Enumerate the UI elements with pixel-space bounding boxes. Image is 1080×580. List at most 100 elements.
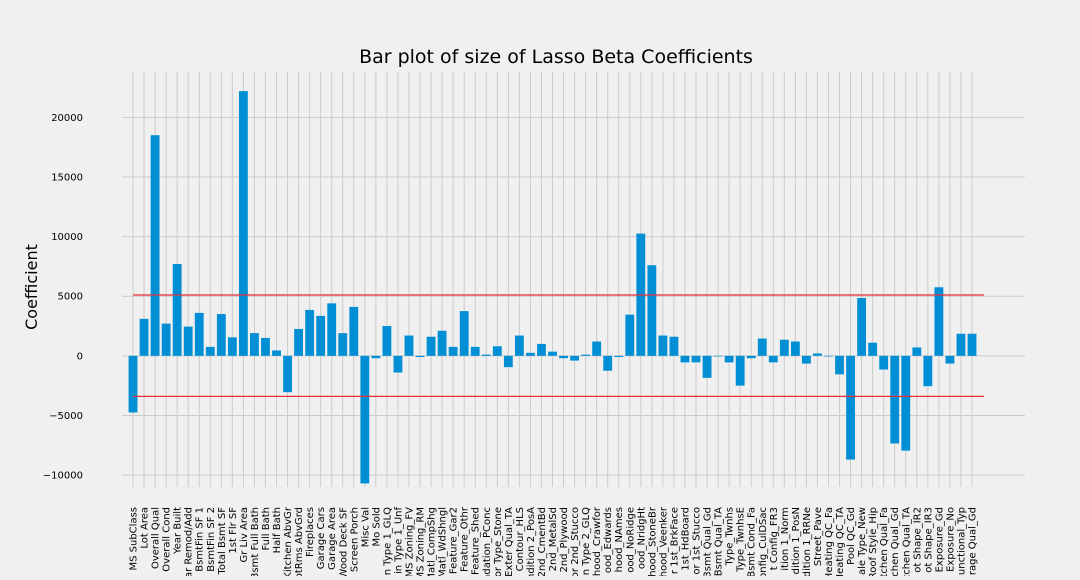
x-tick-label: Type_TwnhsE <box>736 507 747 573</box>
bar <box>305 309 315 356</box>
bar <box>746 355 756 359</box>
bar <box>492 346 502 356</box>
reference-lines <box>133 294 984 397</box>
x-tick-label: Garage Area <box>327 507 338 570</box>
bar <box>283 355 292 393</box>
x-tick-label: Total Bsmt SF <box>217 507 228 576</box>
bar <box>923 355 933 387</box>
bar <box>382 326 392 356</box>
bar <box>680 355 690 363</box>
x-tick-label: Type_Twnhs <box>725 507 736 567</box>
bar <box>526 352 535 356</box>
bar <box>294 328 304 356</box>
x-tick-label: hood_NAmes <box>614 507 625 572</box>
x-tick-label: Pool QC_Gd <box>846 507 857 565</box>
x-tick-label: MS Zoning_RM <box>416 507 427 576</box>
x-tick-label: onfig_CulDSac <box>758 507 769 576</box>
grid-layer <box>122 72 1025 487</box>
y-tick-label: −10000 <box>43 471 83 482</box>
bar <box>150 135 160 356</box>
bar <box>967 333 977 356</box>
x-tick-label: otRms AbvGrd <box>294 507 305 576</box>
x-tick-label: ition 1_Norm <box>780 507 791 571</box>
y-tick-label: 0 <box>77 351 83 362</box>
x-tick-label: BsmtFin SF 1 <box>195 507 206 572</box>
x-tick-label: Heating QC_TA <box>835 507 846 576</box>
bar <box>724 355 734 363</box>
x-tick-label: ood_NoRidge <box>625 507 636 573</box>
bar <box>448 346 458 356</box>
bar <box>205 346 215 356</box>
x-tick-label: Feature_Shed <box>471 507 482 575</box>
bar <box>669 336 679 356</box>
x-tick-label: r 1st_BrkFace <box>669 507 680 574</box>
bar <box>658 335 668 356</box>
x-tick-label: n Type 1_GLQ <box>382 507 393 575</box>
x-tick-label: or 2nd_Stucco <box>570 507 581 576</box>
bar <box>316 315 326 356</box>
x-tick-label: Matl_CompShg <box>427 507 438 576</box>
bar <box>956 333 966 356</box>
bar <box>128 355 138 413</box>
bar <box>824 355 833 357</box>
x-tick-label: rage Qual_Gd <box>968 507 979 575</box>
x-tick-label: Bsmt Full Bath <box>250 507 261 576</box>
bar <box>757 338 767 356</box>
x-tick-label: 2nd_MetalSd <box>548 507 559 571</box>
bar <box>514 335 524 356</box>
bar <box>890 355 900 444</box>
bar <box>393 355 403 373</box>
bar <box>250 333 259 356</box>
bar <box>481 354 491 356</box>
y-tick-labels: −10000 −5000 0 5000 10000 15000 20000 <box>43 113 83 482</box>
x-tick-labels: MS SubClass Lot Area Overall Qual Overall C… <box>129 506 979 580</box>
x-tick-label: t Config_FR3 <box>769 507 780 570</box>
bar <box>415 355 425 358</box>
bar <box>813 353 822 356</box>
bar <box>194 312 204 356</box>
x-tick-label: hood_Veenker <box>658 506 669 576</box>
y-tick-label: 5000 <box>58 292 83 303</box>
x-tick-label: dition 1_PosN <box>791 507 802 574</box>
bar <box>371 355 381 359</box>
bar <box>404 335 414 356</box>
y-axis-label: Coefficient <box>22 244 41 330</box>
y-tick-label: 15000 <box>51 172 83 183</box>
x-tick-label: tchen Qual_Fa <box>879 507 890 576</box>
x-tick-label: Misc Val <box>360 507 371 547</box>
bar <box>470 346 480 356</box>
bar <box>912 347 922 356</box>
x-tick-label: Contour_HLS <box>515 507 526 571</box>
x-tick-label: or Type_Stone <box>493 507 504 576</box>
bar <box>272 350 281 356</box>
x-tick-label: ale Type_New <box>857 507 868 575</box>
bar <box>901 355 911 451</box>
x-tick-label: 3smt Qual_Gd <box>703 507 714 576</box>
x-tick-label: Mo Sold <box>371 507 382 547</box>
x-tick-label: Gr Liv Area <box>239 507 250 563</box>
chart-title: Bar plot of size of Lasso Beta Coefficie… <box>359 46 753 68</box>
y-tick-label: 10000 <box>51 232 83 243</box>
x-tick-label: Heating QC_Fa <box>824 507 835 576</box>
bar <box>548 351 557 356</box>
x-tick-label: ndation_PConc <box>482 507 493 576</box>
bar <box>261 337 270 356</box>
bar <box>183 326 193 356</box>
x-tick-label: unctional_Typ <box>956 507 967 575</box>
bar <box>647 265 657 356</box>
bar <box>934 287 944 356</box>
x-tick-label: Half Bath <box>272 507 283 553</box>
bar <box>603 355 613 371</box>
x-tick-label: MS SubClass <box>129 507 140 571</box>
bar <box>139 318 149 356</box>
y-tick-label: 20000 <box>51 113 83 124</box>
x-tick-label: Street_Pave <box>813 507 824 566</box>
bar <box>735 355 745 386</box>
x-tick-label: hood_StoneBr <box>647 506 658 576</box>
x-tick-label: or 1st_Stucco <box>692 507 703 575</box>
x-tick-label: dition 1_RRNe <box>802 507 813 576</box>
x-tick-label: MS Zoning_FV <box>404 507 415 576</box>
x-tick-label: Screen Porch <box>349 507 360 572</box>
